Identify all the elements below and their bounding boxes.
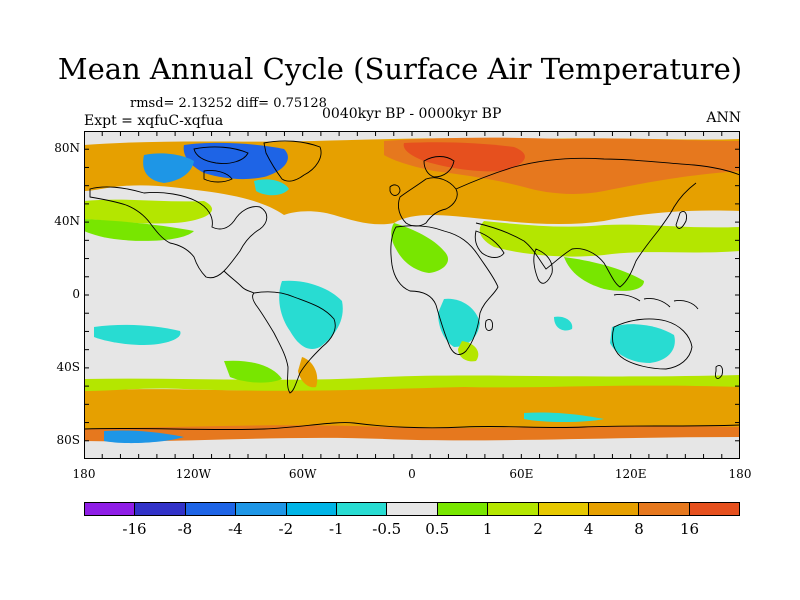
colorbar-swatch: [236, 503, 287, 515]
map-plot-area: [84, 131, 740, 459]
north-pacific-green: [84, 219, 194, 241]
east-pacific-cool: [94, 324, 181, 345]
colorbar-swatch: [639, 503, 690, 515]
coast-scandinavia: [423, 156, 455, 178]
colorbar-label: 16: [679, 520, 700, 538]
colorbar-label: -2: [278, 520, 294, 538]
coast-africa: [390, 225, 499, 355]
lon-label: 120E: [614, 467, 647, 481]
colorbar-swatch: [437, 503, 489, 515]
coast-asia: [455, 157, 740, 288]
coast-india: [533, 248, 553, 284]
colorbar-swatch: [689, 503, 740, 515]
australia-cool: [610, 324, 675, 363]
siberia-hottest: [403, 142, 525, 172]
coast-british-isles: [389, 184, 401, 196]
coast-indonesia: [613, 294, 699, 310]
colorbar-swatch: [286, 503, 337, 515]
lat-label: 0: [72, 287, 80, 301]
coast-europe: [397, 177, 458, 227]
map-title: Mean Annual Cycle (Surface Air Temperatu…: [57, 52, 743, 86]
lat-label: 80N: [54, 141, 80, 156]
tropical-asia-green: [564, 257, 644, 291]
patagonia-warm: [298, 357, 318, 388]
colorbar-swatch: [135, 503, 186, 515]
anomaly-fields: [84, 137, 740, 444]
lon-label: 60W: [288, 467, 317, 481]
south-pacific-green: [224, 360, 282, 383]
coast-south-america: [252, 291, 336, 394]
colorbar-swatch: [85, 503, 136, 515]
rmsd-diff-stats: rmsd= 2.13252 diff= 0.75128: [130, 96, 327, 111]
experiment-label: Expt = xqfuC-xqfua: [84, 113, 224, 129]
coast-greenland: [263, 140, 322, 182]
colorbar-swatch: [588, 503, 640, 515]
colorbar-label: 0.5: [425, 520, 450, 538]
lon-label: 180: [728, 467, 752, 481]
coastlines: [84, 140, 740, 431]
coast-north-america: [89, 186, 268, 279]
coast-central-america: [223, 270, 255, 294]
colorbar-label: 4: [583, 520, 594, 538]
asia-yellow: [479, 221, 740, 257]
coast-japan: [675, 210, 687, 229]
lat-label: 80S: [56, 432, 81, 447]
colorbar-swatch: [488, 503, 539, 515]
season-label: ANN: [706, 110, 741, 126]
colorbar-label: -4: [228, 520, 243, 538]
colorbar-swatch: [336, 503, 388, 515]
africa-cool: [438, 298, 480, 347]
coast-antarctica: [84, 422, 740, 431]
south-africa-green: [458, 341, 479, 362]
colorbar: [84, 502, 740, 516]
colorbar-label: -0.5: [372, 520, 402, 538]
southern-ocean-yellow: [84, 375, 740, 391]
lon-label: 180: [72, 467, 96, 481]
lat-label: 40N: [54, 214, 80, 229]
southern-ocean-band: [84, 383, 740, 435]
lon-label: 0: [408, 467, 416, 481]
coast-new-zealand: [715, 364, 723, 379]
na-yellow-belt: [84, 199, 213, 224]
colorbar-swatch: [185, 503, 237, 515]
antarctica-cold-patch-2: [524, 412, 604, 422]
colorbar-label: 1: [482, 520, 493, 538]
coast-madagascar: [485, 318, 493, 332]
colorbar-label: -1: [328, 520, 344, 538]
colorbar-label: 8: [634, 520, 644, 538]
temperature-anomaly-map: [84, 131, 740, 459]
coast-australia: [612, 318, 693, 370]
period-label: 0040kyr BP - 0000kyr BP: [322, 106, 502, 122]
coast-arctic-islands: [193, 146, 249, 183]
canada-cool: [143, 153, 194, 183]
africa-europe-green: [391, 223, 449, 273]
antarctica-cold-patch: [104, 430, 184, 444]
colorbar-swatch: [538, 503, 589, 515]
colorbar-label: 2: [533, 520, 543, 538]
lat-label: 40S: [56, 359, 81, 374]
lon-label: 120W: [175, 467, 211, 481]
coast-arabia: [474, 230, 505, 258]
lon-label: 60E: [509, 467, 534, 481]
colorbar-swatch: [387, 503, 438, 515]
colorbar-label: -8: [177, 520, 193, 538]
indian-ocean-cool: [554, 316, 573, 331]
greenland-teal: [254, 179, 289, 196]
colorbar-label: -16: [122, 520, 147, 538]
